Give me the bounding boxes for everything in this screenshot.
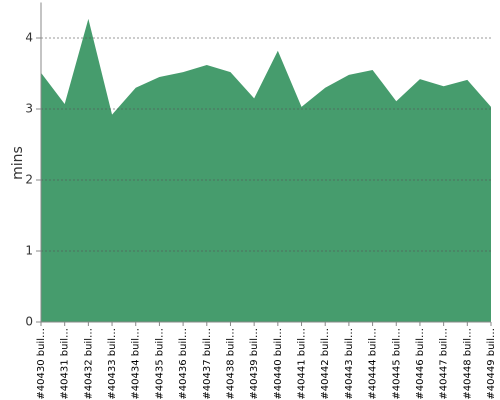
x-tick-label: #40443 buil…	[344, 328, 355, 400]
y-tick-label: 3	[25, 102, 33, 116]
y-tick-label: 2	[25, 173, 33, 187]
x-tick-label: #40436 buil…	[178, 328, 189, 400]
y-tick-label: 1	[25, 244, 33, 258]
x-tick-label: #40442 buil…	[320, 328, 331, 400]
x-tick-label: #40435 buil…	[154, 328, 165, 400]
x-tick-label: #40432 buil…	[83, 328, 94, 400]
x-tick-label: #40441 buil…	[297, 328, 308, 400]
x-tick-label: #40440 buil…	[273, 328, 284, 400]
x-tick-label: #40446 buil…	[415, 328, 426, 400]
x-tick-label: #40438 buil…	[225, 328, 236, 400]
x-tick-label: #40430 buil…	[36, 328, 47, 400]
x-tick-label: #40433 buil…	[107, 328, 118, 400]
x-tick-label: #40449 buil…	[486, 328, 497, 400]
area	[41, 18, 491, 323]
y-tick-label: 4	[25, 31, 33, 45]
x-tick-label: #40444 buil…	[368, 328, 379, 400]
x-tick-label: #40445 buil…	[391, 328, 402, 400]
y-axis-label: mins	[10, 146, 26, 180]
x-tick-label: #40437 buil…	[202, 328, 213, 400]
x-tick-label: #40448 buil…	[462, 328, 473, 400]
x-tick-label: #40447 buil…	[439, 328, 450, 400]
x-tick-label: #40434 buil…	[131, 328, 142, 400]
x-tick-label: #40439 buil…	[249, 328, 260, 400]
x-tick-label: #40431 buil…	[60, 328, 71, 400]
y-tick-label: 0	[25, 315, 33, 329]
